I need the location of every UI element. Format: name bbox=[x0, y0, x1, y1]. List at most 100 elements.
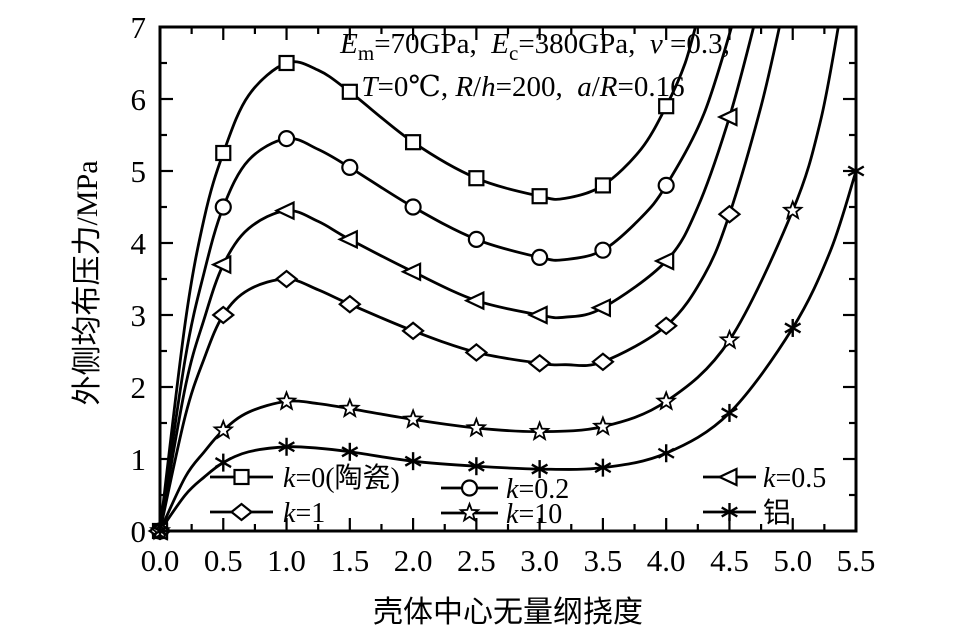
x-tick-label: 0.0 bbox=[141, 543, 180, 578]
legend-star-icon bbox=[458, 501, 481, 523]
x-tick-label: 5.0 bbox=[773, 543, 812, 578]
y-tick-label: 5 bbox=[131, 154, 147, 189]
triangle-left-marker bbox=[590, 298, 612, 318]
y-tick-label: 4 bbox=[131, 226, 147, 261]
y-tick-label: 1 bbox=[131, 442, 147, 477]
x-axis-title: 壳体中心无量纲挠度 bbox=[373, 596, 643, 629]
x-tick-label: 3.0 bbox=[520, 543, 559, 578]
x-tick-label: 4.0 bbox=[647, 543, 686, 578]
legend-item-k1: k=1 bbox=[210, 498, 325, 529]
diamond-marker bbox=[527, 353, 552, 373]
star-marker bbox=[402, 407, 425, 429]
star-marker bbox=[528, 420, 551, 441]
annotation-line-1: Em=70GPa, Ec=380GPa, ν =0.3, bbox=[339, 28, 730, 65]
y-tick-label: 0 bbox=[131, 514, 147, 549]
legend-item-k0-ceramic: k=0(陶瓷) bbox=[210, 462, 400, 494]
legend-item-k0.2: k=0.2 bbox=[441, 474, 569, 505]
circle-marker bbox=[657, 176, 675, 194]
triangle-left-marker bbox=[527, 305, 548, 325]
series-markers-aluminum bbox=[151, 162, 865, 540]
circle-marker bbox=[467, 230, 485, 248]
y-tick-label: 2 bbox=[131, 370, 147, 405]
star-marker bbox=[465, 416, 488, 438]
diamond-marker bbox=[338, 294, 362, 314]
asterisk-marker bbox=[531, 460, 549, 479]
legend-label-k1: k=1 bbox=[283, 498, 325, 529]
star-marker bbox=[591, 415, 614, 436]
marker-layer bbox=[147, 54, 865, 541]
x-tick-label: 2.0 bbox=[394, 543, 433, 578]
circle-marker bbox=[594, 241, 612, 259]
legend-label-k0.5: k=0.5 bbox=[763, 463, 826, 494]
series-curve-k0-ceramic bbox=[160, 27, 697, 531]
circle-marker bbox=[214, 198, 232, 216]
square-marker bbox=[341, 83, 358, 100]
square-marker bbox=[594, 177, 612, 194]
diamond-marker bbox=[211, 305, 236, 325]
triangle-left-marker bbox=[716, 107, 738, 127]
star-marker bbox=[212, 418, 235, 440]
triangle-left-marker bbox=[210, 254, 232, 275]
legend-item-k10: k=10 bbox=[441, 499, 562, 530]
diamond-marker bbox=[654, 316, 678, 336]
square-marker bbox=[658, 98, 675, 115]
asterisk-marker bbox=[721, 403, 738, 422]
legend-label-aluminum: 铝 bbox=[763, 497, 791, 529]
legend-label-k10: k=10 bbox=[506, 499, 562, 530]
circle-marker bbox=[277, 130, 296, 148]
square-marker bbox=[215, 144, 232, 162]
legend: k=0(陶瓷) k=0.2 k=0.5 k=1 k=10 铝 bbox=[210, 462, 826, 530]
y-tick-label: 3 bbox=[131, 298, 147, 333]
diamond-marker bbox=[274, 269, 299, 289]
asterisk-marker bbox=[594, 458, 612, 477]
circle-marker bbox=[341, 158, 359, 176]
x-tick-label: 1.5 bbox=[330, 543, 369, 578]
legend-diamond-icon bbox=[229, 502, 254, 522]
legend-item-aluminum: 铝 bbox=[703, 497, 791, 529]
y-tick-label: 7 bbox=[131, 10, 147, 45]
annotation-layer: Em=70GPa, Ec=380GPa, ν =0.3, T=0℃, R/h=20… bbox=[339, 28, 730, 103]
star-marker bbox=[275, 389, 298, 411]
diamond-marker bbox=[464, 343, 489, 362]
square-marker bbox=[531, 188, 548, 205]
triangle-left-marker bbox=[653, 251, 675, 271]
asterisk-marker bbox=[214, 453, 232, 472]
legend-label-k0.2: k=0.2 bbox=[506, 474, 569, 505]
x-tick-label: 4.5 bbox=[710, 543, 749, 578]
asterisk-marker bbox=[657, 444, 675, 463]
triangle-left-marker bbox=[400, 262, 422, 282]
asterisk-marker bbox=[278, 437, 295, 456]
y-tick-label: 6 bbox=[131, 82, 147, 117]
square-marker bbox=[278, 54, 295, 72]
tick-label-layer: 0.0 0.5 1.0 1.5 2.0 2.5 3.0 3.5 4.0 4.5 5.0 5.5 0 1 2 3… bbox=[131, 10, 876, 578]
square-marker bbox=[468, 170, 485, 187]
series-curve-k1 bbox=[160, 27, 781, 531]
legend-label-k0-ceramic: k=0(陶瓷) bbox=[283, 462, 400, 494]
plot-frame bbox=[158, 25, 858, 533]
star-marker bbox=[781, 199, 804, 220]
asterisk-marker bbox=[341, 442, 359, 461]
asterisk-marker bbox=[404, 452, 422, 471]
diamond-marker bbox=[401, 321, 425, 341]
x-tick-label: 1.0 bbox=[267, 543, 306, 578]
triangle-left-marker bbox=[463, 290, 485, 311]
diamond-marker bbox=[591, 352, 615, 372]
star-marker bbox=[338, 397, 361, 418]
x-tick-label: 0.5 bbox=[204, 543, 243, 578]
annotation-line-2: T=0℃, R/h=200, a/R=0.16 bbox=[361, 71, 684, 103]
asterisk-marker bbox=[784, 318, 802, 337]
star-marker bbox=[655, 389, 678, 411]
triangle-left-marker bbox=[273, 200, 295, 221]
legend-asterisk-icon bbox=[721, 503, 738, 521]
series-markers-k0.5 bbox=[147, 107, 738, 541]
x-tick-label: 2.5 bbox=[457, 543, 496, 578]
circle-marker bbox=[404, 198, 422, 216]
asterisk-marker bbox=[467, 457, 485, 476]
circle-marker bbox=[531, 248, 549, 266]
diamond-marker bbox=[717, 204, 742, 224]
star-marker bbox=[718, 328, 741, 350]
triangle-left-marker bbox=[337, 229, 358, 250]
legend-item-k0.5: k=0.5 bbox=[703, 463, 826, 494]
